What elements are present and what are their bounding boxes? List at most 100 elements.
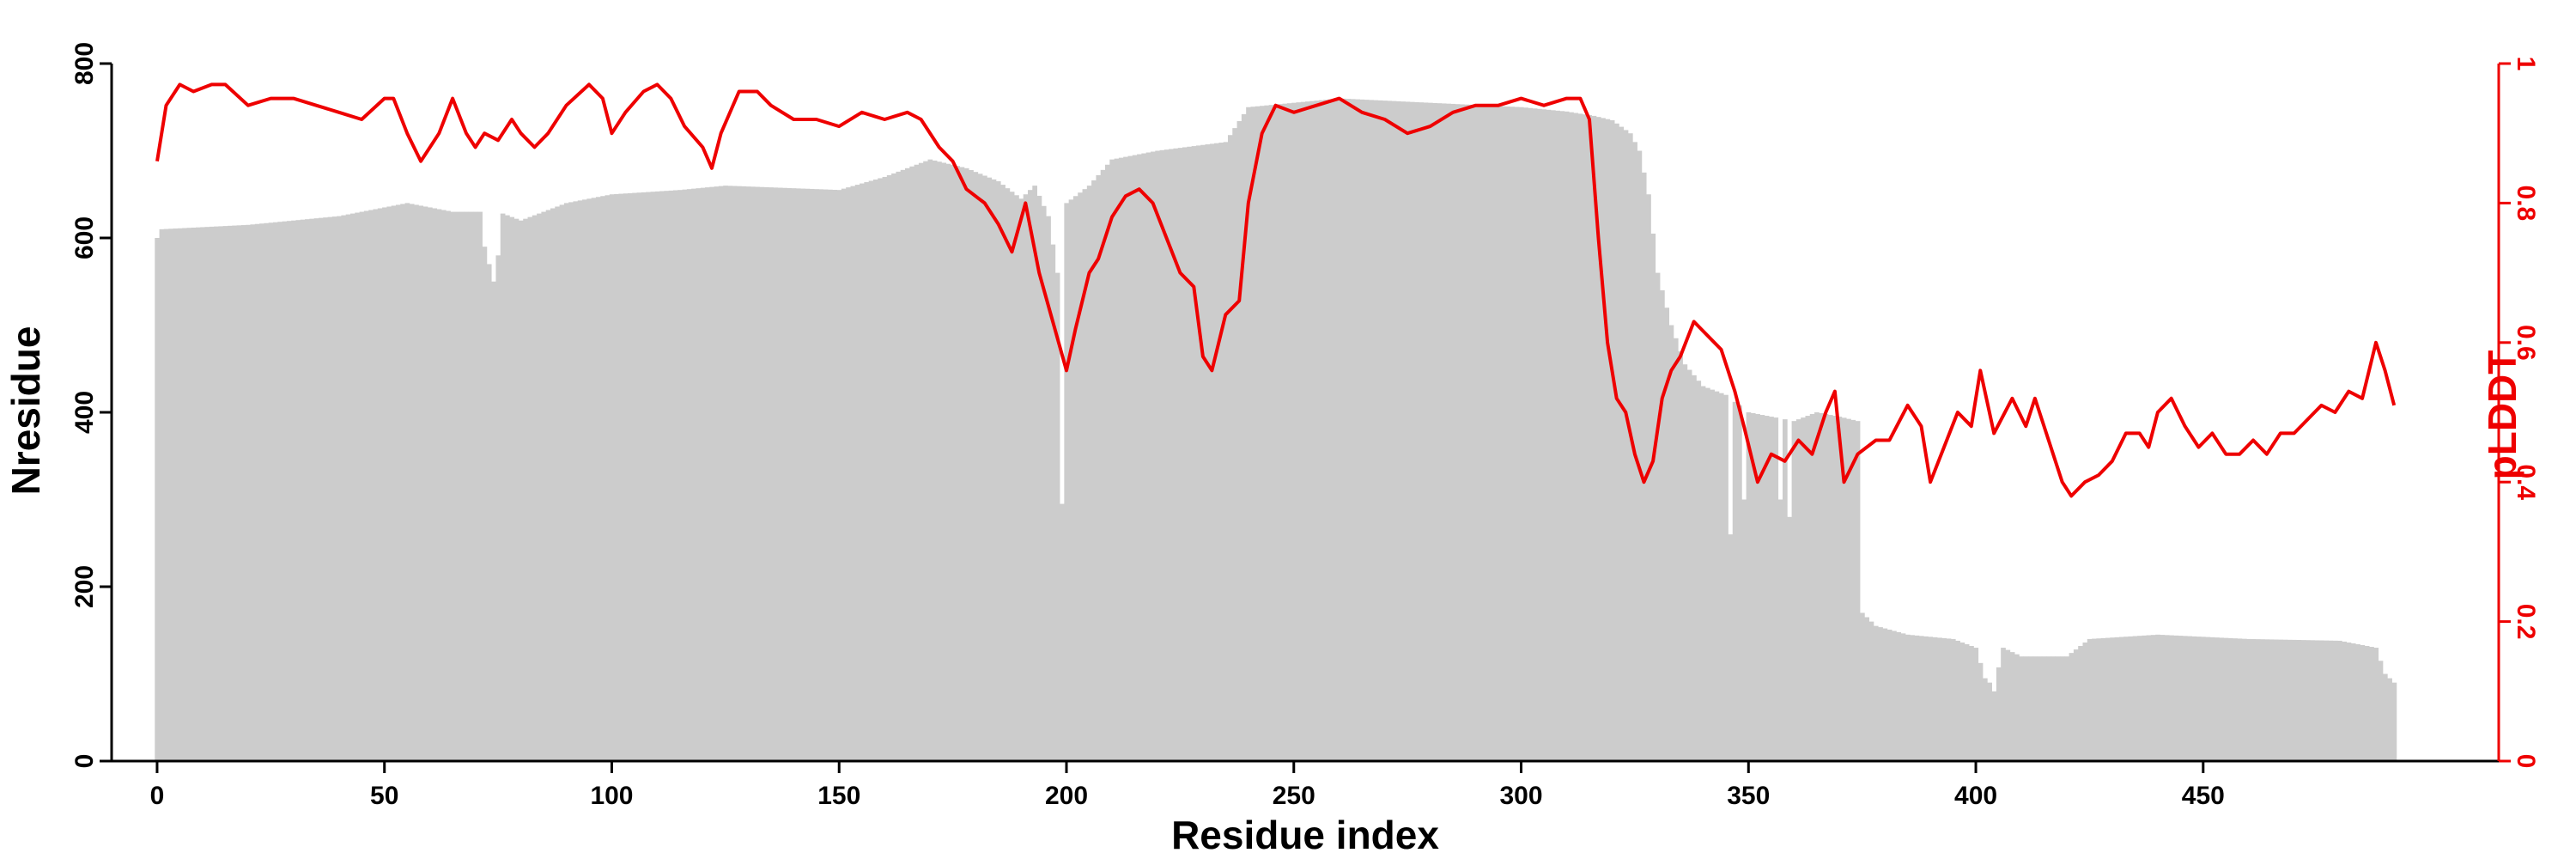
bar xyxy=(1232,128,1237,762)
bar xyxy=(1187,146,1193,762)
bar xyxy=(1027,190,1033,762)
bar xyxy=(982,175,987,761)
bar xyxy=(1441,103,1447,761)
bar xyxy=(250,224,256,762)
bar xyxy=(1009,192,1015,761)
bar xyxy=(677,190,683,762)
bar xyxy=(1964,643,1970,761)
bar xyxy=(1387,101,1393,762)
bar xyxy=(1614,123,1619,761)
bar xyxy=(1868,621,1874,761)
bar xyxy=(841,188,847,762)
bar xyxy=(1450,103,1456,762)
bar xyxy=(1086,186,1092,762)
bar xyxy=(2027,656,2033,761)
bar xyxy=(1900,633,1906,761)
bar xyxy=(896,171,902,762)
bar xyxy=(204,227,210,761)
bar xyxy=(1155,150,1160,761)
bar xyxy=(236,225,242,761)
y-tick-label: 0 xyxy=(70,754,99,769)
bar xyxy=(341,215,347,762)
bar xyxy=(905,168,910,762)
bar xyxy=(1355,99,1360,762)
bar xyxy=(1873,625,1879,761)
bar xyxy=(1686,369,1692,761)
bar xyxy=(1309,101,1315,761)
bar xyxy=(1564,111,1570,761)
bar xyxy=(337,216,342,761)
x-tick-label: 450 xyxy=(2182,782,2225,810)
bar xyxy=(1455,104,1461,761)
bar xyxy=(1236,120,1242,762)
bar xyxy=(1573,113,1579,761)
bar xyxy=(691,188,696,762)
bar xyxy=(686,189,692,761)
bar xyxy=(2037,656,2043,761)
bar xyxy=(1514,107,1520,762)
bar xyxy=(1114,158,1120,761)
bar xyxy=(1750,413,1756,761)
bar xyxy=(1864,617,1870,761)
bar xyxy=(1036,195,1042,762)
bar xyxy=(945,163,951,762)
bar xyxy=(2009,652,2015,761)
bar xyxy=(2146,635,2152,761)
bar xyxy=(1023,194,1029,761)
bar xyxy=(2169,635,2174,761)
bar xyxy=(1169,149,1174,762)
bar xyxy=(1364,100,1370,761)
bar xyxy=(1359,99,1365,761)
bar xyxy=(1559,111,1565,761)
bar xyxy=(272,222,278,762)
bar xyxy=(1950,638,1956,761)
bar xyxy=(1737,405,1742,761)
bar xyxy=(1650,233,1656,761)
bar xyxy=(763,186,769,761)
bar xyxy=(1591,115,1597,761)
bar xyxy=(609,194,615,761)
bar xyxy=(591,198,597,761)
bar xyxy=(1668,325,1674,761)
bar xyxy=(1860,612,1865,761)
bar xyxy=(2246,638,2251,761)
bar xyxy=(1018,198,1024,761)
bar xyxy=(1100,169,1106,761)
bar xyxy=(1241,113,1247,761)
bar xyxy=(1409,101,1415,761)
bar xyxy=(1923,636,1929,761)
bar xyxy=(950,164,956,761)
bar xyxy=(1218,143,1224,761)
y-tick-label: 200 xyxy=(70,565,99,608)
bar xyxy=(1078,192,1083,762)
bar xyxy=(1973,648,1979,761)
bar xyxy=(2260,639,2265,761)
bar xyxy=(404,203,410,761)
bar xyxy=(1500,106,1506,762)
bar xyxy=(1846,418,1851,761)
bar xyxy=(2373,648,2379,761)
bar xyxy=(1746,412,1752,761)
bar xyxy=(363,210,369,761)
bar xyxy=(628,192,633,761)
bar xyxy=(305,219,310,762)
bar xyxy=(1755,414,1760,761)
bar xyxy=(787,187,793,761)
bar xyxy=(1423,102,1429,761)
bar xyxy=(1182,147,1188,761)
bar xyxy=(1377,100,1383,762)
bar xyxy=(1046,216,1051,761)
bar xyxy=(700,187,706,761)
bar xyxy=(1546,109,1552,762)
bar xyxy=(1209,143,1215,761)
bar xyxy=(2046,656,2051,761)
bar xyxy=(1555,110,1560,761)
bar xyxy=(505,215,510,762)
bar xyxy=(1583,114,1588,762)
bar xyxy=(2060,656,2065,761)
bar xyxy=(1246,107,1251,761)
bar xyxy=(559,204,565,761)
bar xyxy=(818,189,824,761)
bar xyxy=(1704,387,1710,761)
bar xyxy=(2128,636,2134,761)
